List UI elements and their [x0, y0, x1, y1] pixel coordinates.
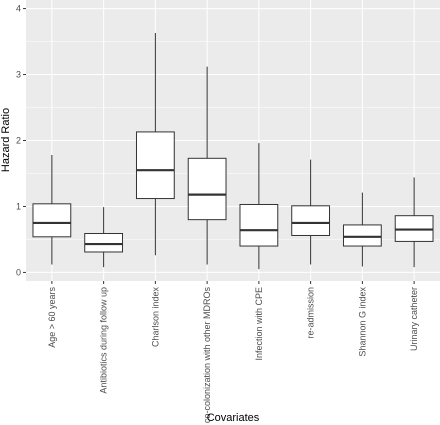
boxplot-7 [342, 192, 382, 267]
boxplot-1 [32, 155, 72, 265]
x-tick-label: Age > 60 years [47, 287, 57, 348]
y-tick-label: 1 [16, 201, 21, 211]
x-tick-label: Antibiotics during follow up [99, 287, 109, 394]
boxplot-5 [239, 143, 279, 270]
x-tick-label: re-admission [306, 287, 316, 339]
y-tick-label: 0 [16, 267, 21, 277]
box-iqr [32, 203, 72, 238]
boxplot-4 [187, 66, 227, 265]
x-axis: Age > 60 years Antibiotics during follow … [47, 281, 419, 423]
box-iqr [342, 224, 382, 247]
x-axis-title: Covariates [207, 412, 260, 424]
box-iqr [84, 233, 124, 253]
x-tick-label: Charlson index [150, 287, 160, 348]
box-iqr [135, 131, 175, 200]
boxplot-6 [291, 159, 331, 265]
box-iqr [239, 203, 279, 247]
x-tick-label: Infection with CPE [254, 287, 264, 361]
y-tick-label: 2 [16, 136, 21, 146]
x-tick-label: Urinary catheter [409, 287, 419, 351]
y-axis: 0 1 2 3 4 [16, 4, 26, 277]
y-tick-label: 3 [16, 70, 21, 80]
boxplot-8 [394, 177, 434, 268]
boxplots [32, 32, 434, 270]
x-tick-label: Shannon G index [357, 287, 367, 357]
box-iqr [291, 205, 331, 236]
x-tick-label: co-colonization with other MDROs [202, 287, 212, 424]
boxplot-2 [84, 207, 124, 268]
boxplot-3 [135, 32, 175, 256]
y-axis-title: Hazard Ratio [0, 108, 12, 172]
box-iqr [187, 157, 227, 221]
y-tick-label: 4 [16, 4, 21, 14]
